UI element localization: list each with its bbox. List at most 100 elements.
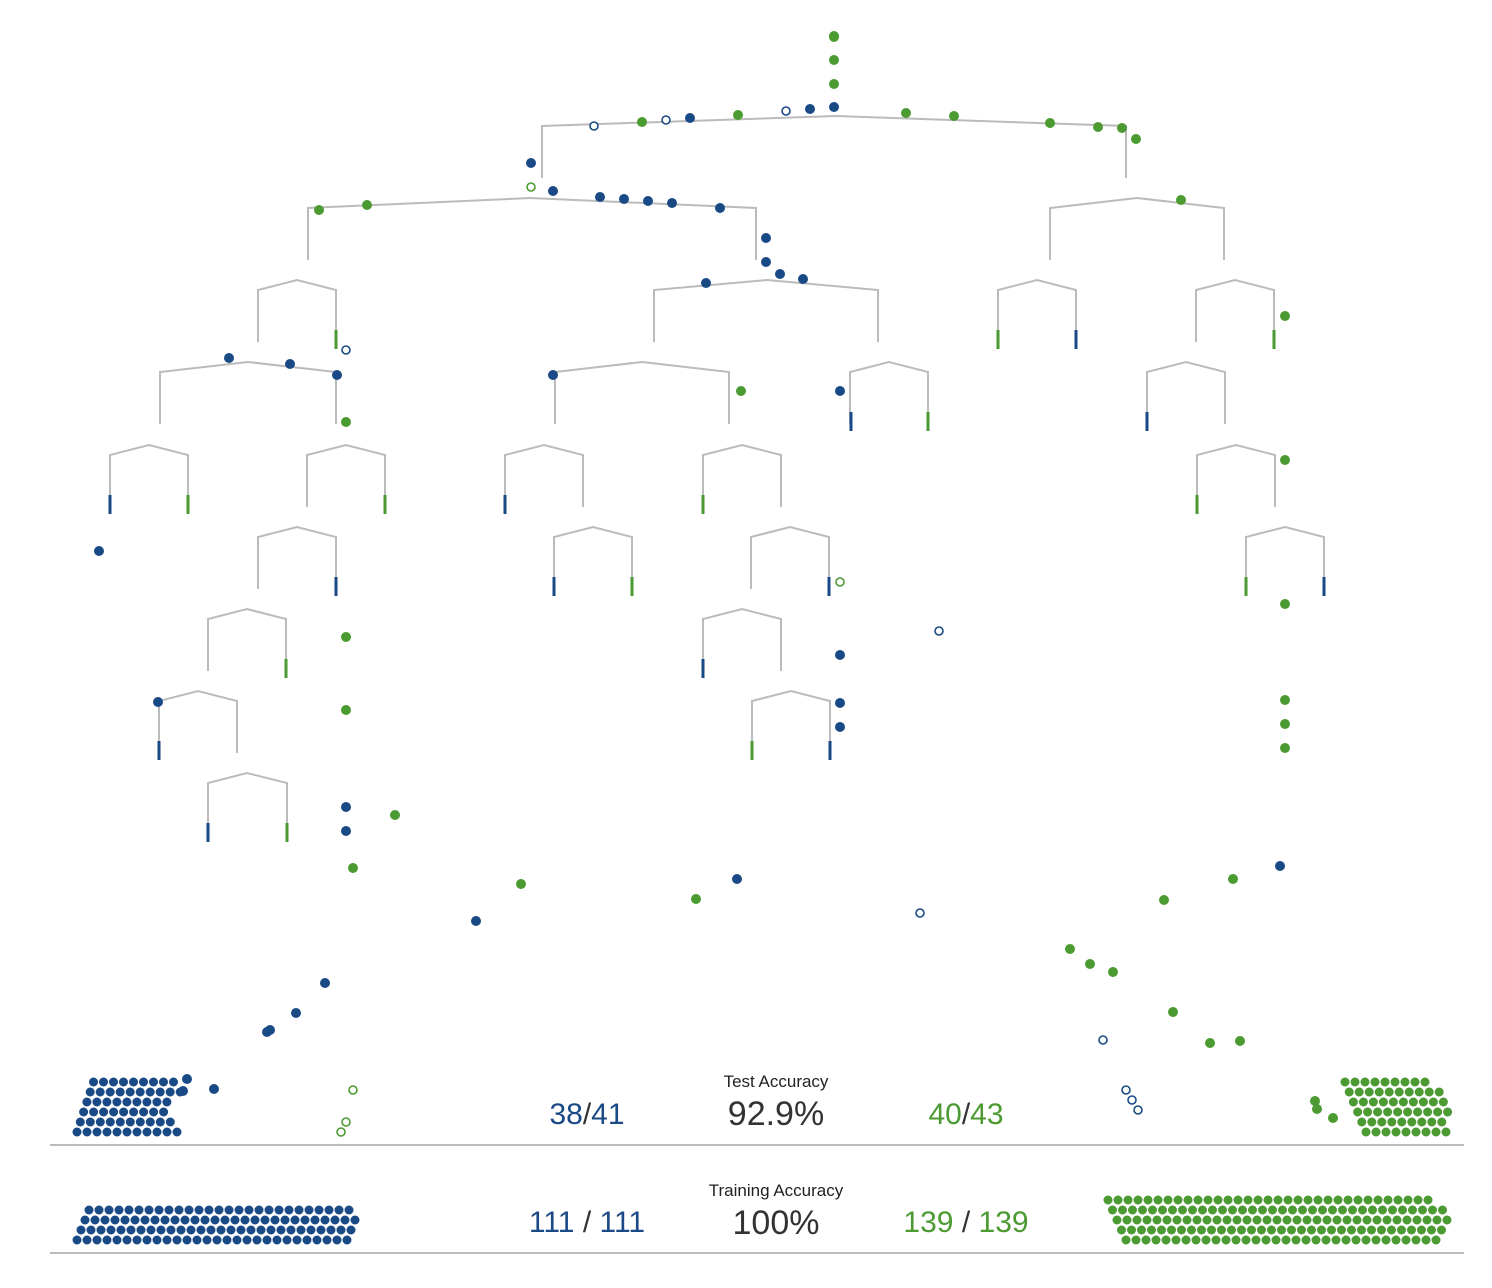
pile-dot-264	[1177, 1225, 1186, 1235]
pile-dot-60	[1381, 1127, 1391, 1137]
pile-dot-276	[1297, 1225, 1306, 1235]
pile-dot-135	[272, 1235, 282, 1245]
sample-dot-50	[153, 697, 163, 707]
pile-dot-14	[105, 1117, 115, 1127]
pile-dot-96	[1344, 1087, 1354, 1097]
pile-dot-184	[210, 1215, 220, 1225]
pile-dot-232	[1181, 1235, 1191, 1245]
tree-split-4	[653, 278, 879, 342]
pile-dot-48	[175, 1087, 185, 1097]
pile-dot-304	[1242, 1215, 1252, 1225]
pile-dot-308	[1282, 1215, 1292, 1225]
pile-dot-189	[260, 1215, 270, 1225]
pile-dot-186	[230, 1215, 240, 1225]
pile-dot-83	[1423, 1107, 1433, 1117]
pile-dot-363	[1143, 1195, 1153, 1205]
sample-dot-69	[1065, 944, 1075, 954]
pile-dot-122	[142, 1235, 152, 1245]
tree-split-12	[306, 443, 386, 507]
pile-dot-4	[112, 1127, 122, 1137]
pile-dot-342	[1278, 1205, 1287, 1215]
pile-dot-34	[122, 1097, 132, 1107]
pile-dot-141	[332, 1235, 342, 1245]
sample-dot-91	[1328, 1113, 1338, 1123]
pile-dot-384	[1353, 1195, 1363, 1205]
pile-dot-94	[1428, 1097, 1438, 1107]
pile-dot-97	[1354, 1087, 1364, 1097]
sample-dot-misclassified-9	[781, 106, 791, 116]
pile-dot-205	[144, 1205, 154, 1215]
pile-dot-29	[159, 1107, 169, 1117]
sample-dot-57	[341, 802, 351, 812]
tree-split-19	[1245, 525, 1325, 589]
sample-dot-16	[1117, 123, 1127, 133]
pile-dot-324	[1442, 1215, 1452, 1225]
tree-split-17	[553, 525, 633, 589]
pile-dot-63	[1411, 1127, 1421, 1137]
pile-dot-351	[1368, 1205, 1377, 1215]
pile-dot-278	[1317, 1225, 1326, 1235]
leaf-bar-9	[383, 495, 387, 514]
pile-dot-282	[1357, 1225, 1366, 1235]
pile-dot-312	[1322, 1215, 1332, 1225]
sample-dot-74	[1235, 1036, 1245, 1046]
pile-dot-150	[146, 1225, 156, 1235]
pile-dot-103	[1414, 1087, 1424, 1097]
pile-dot-272	[1257, 1225, 1266, 1235]
pile-dot-379	[1303, 1195, 1313, 1205]
pile-dot-45	[145, 1087, 155, 1097]
pile-dot-151	[156, 1225, 166, 1235]
pile-dot-328	[1138, 1205, 1147, 1215]
pile-dot-313	[1332, 1215, 1342, 1225]
leaf-bar-7	[108, 495, 112, 514]
pile-dot-305	[1252, 1215, 1262, 1225]
pile-dot-338	[1238, 1205, 1247, 1215]
sample-dot-misclassified-88	[1133, 1105, 1143, 1115]
pile-dot-337	[1228, 1205, 1237, 1215]
pile-dot-140	[322, 1235, 332, 1245]
pile-dot-0	[72, 1127, 82, 1137]
pile-dot-242	[1281, 1235, 1291, 1245]
pile-dot-156	[206, 1225, 216, 1235]
pile-dot-24	[109, 1107, 119, 1117]
pile-dot-74	[1427, 1117, 1437, 1127]
pile-dot-253	[1391, 1235, 1401, 1245]
pile-dot-15	[115, 1117, 125, 1127]
pile-dot-85	[1443, 1107, 1453, 1117]
pile-dot-206	[154, 1205, 164, 1215]
pile-dot-192	[290, 1215, 300, 1225]
pile-dot-25	[119, 1107, 129, 1117]
pile-dot-59	[1371, 1127, 1381, 1137]
pile-dot-67	[1357, 1117, 1367, 1127]
pile-dot-375	[1263, 1195, 1273, 1205]
pile-dot-165	[296, 1225, 306, 1235]
pile-dot-47	[165, 1087, 175, 1097]
tree-split-7	[159, 360, 337, 424]
pile-dot-64	[1421, 1127, 1431, 1137]
pile-dot-120	[122, 1235, 132, 1245]
pile-dot-315	[1352, 1215, 1362, 1225]
pile-dot-157	[216, 1225, 226, 1235]
tree-split-23	[751, 689, 831, 753]
sample-dot-35	[224, 353, 234, 363]
pile-dot-211	[204, 1205, 214, 1215]
pile-dot-142	[342, 1235, 352, 1245]
sample-dot-64	[471, 916, 481, 926]
pile-dot-38	[162, 1097, 172, 1107]
leaf-bar-20	[701, 659, 705, 678]
pile-dot-72	[1407, 1117, 1417, 1127]
pile-dot-228	[1141, 1235, 1151, 1245]
pile-dot-80	[1393, 1107, 1403, 1117]
pile-dot-35	[132, 1097, 142, 1107]
sample-dot-5	[637, 117, 647, 127]
sample-dot-90	[1312, 1104, 1322, 1114]
pile-dot-8	[152, 1127, 162, 1137]
pile-dot-226	[1121, 1235, 1131, 1245]
pile-dot-391	[1423, 1195, 1433, 1205]
sample-dot-49	[835, 650, 845, 660]
sample-dot-1	[829, 32, 839, 42]
pile-dot-31	[92, 1097, 102, 1107]
pile-dot-124	[162, 1235, 172, 1245]
pile-dot-193	[300, 1215, 310, 1225]
tree-split-11	[109, 443, 189, 507]
